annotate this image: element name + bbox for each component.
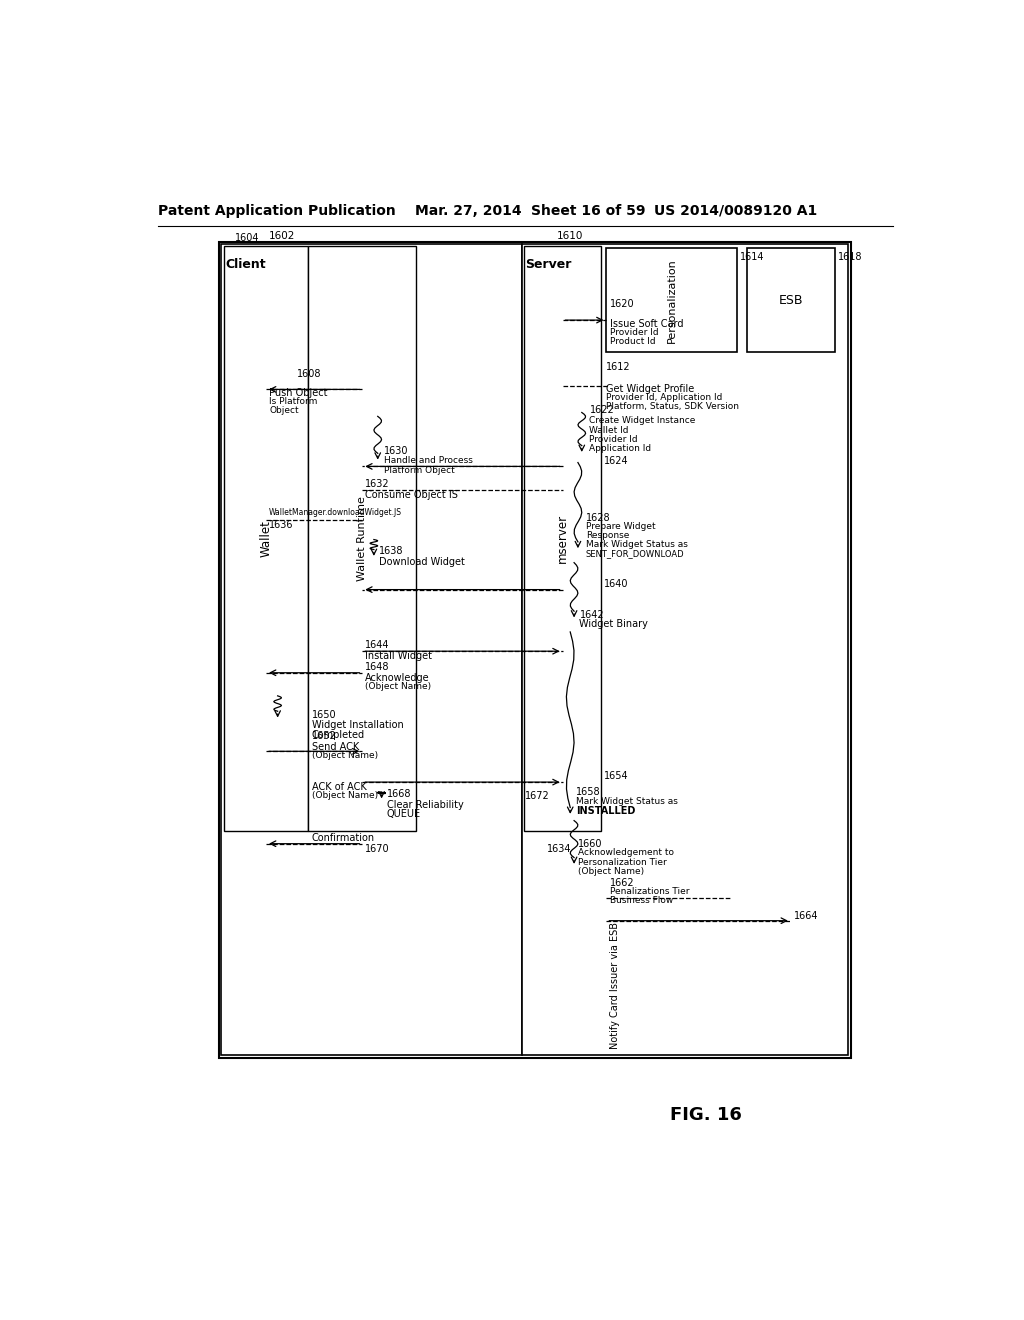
Text: Personalization: Personalization (667, 259, 677, 343)
Text: (Object Name): (Object Name) (366, 682, 431, 690)
Text: Server: Server (525, 257, 572, 271)
Text: 1620: 1620 (609, 298, 634, 309)
Text: Object: Object (269, 407, 299, 416)
Text: Acknowledgement to: Acknowledgement to (578, 849, 674, 857)
Text: 1630: 1630 (384, 446, 409, 455)
Text: 1668: 1668 (387, 789, 412, 799)
Text: Push Object: Push Object (269, 388, 328, 397)
Text: (Object Name): (Object Name) (311, 792, 378, 800)
Text: 1644: 1644 (366, 640, 390, 651)
Text: Widget Installation: Widget Installation (311, 721, 403, 730)
Bar (308, 246, 416, 832)
Bar (746, 248, 836, 352)
Text: Wallet Runtime: Wallet Runtime (357, 496, 368, 581)
Text: 1672: 1672 (524, 791, 550, 800)
Text: 1642: 1642 (580, 610, 604, 619)
Text: Platform Object: Platform Object (384, 466, 455, 475)
Text: Install Widget: Install Widget (366, 651, 432, 661)
Text: Product Id: Product Id (609, 337, 655, 346)
Text: Business Flow: Business Flow (609, 896, 673, 906)
Text: Acknowledge: Acknowledge (366, 673, 430, 682)
Text: Mark Widget Status as: Mark Widget Status as (586, 540, 687, 549)
Text: 1634: 1634 (547, 843, 571, 854)
Text: Confirmation: Confirmation (311, 833, 375, 843)
Text: Application Id: Application Id (590, 444, 651, 453)
Text: US 2014/0089120 A1: US 2014/0089120 A1 (654, 203, 817, 218)
Text: 1660: 1660 (578, 840, 602, 849)
Text: Prepare Widget: Prepare Widget (586, 521, 655, 531)
Text: 1662: 1662 (609, 878, 634, 887)
Text: 1664: 1664 (794, 911, 818, 921)
Text: 1622: 1622 (590, 405, 614, 414)
Text: Is Platform: Is Platform (269, 397, 317, 407)
Text: Issue Soft Card: Issue Soft Card (609, 318, 683, 329)
Bar (219, 242, 851, 1057)
Text: Widget Binary: Widget Binary (580, 619, 648, 628)
Text: Consume Object IS: Consume Object IS (366, 490, 459, 499)
Text: ACK of ACK: ACK of ACK (311, 781, 367, 792)
Text: FIG. 16: FIG. 16 (670, 1106, 741, 1123)
Text: (Object Name): (Object Name) (311, 751, 378, 760)
Text: Mark Widget Status as: Mark Widget Status as (577, 797, 678, 805)
Text: 1618: 1618 (839, 252, 862, 261)
Text: WalletManager.downloadWidget.JS: WalletManager.downloadWidget.JS (269, 508, 402, 517)
Text: Send ACK: Send ACK (311, 742, 358, 752)
Text: 1652: 1652 (311, 731, 336, 742)
Text: 1636: 1636 (269, 520, 294, 531)
Text: ESB: ESB (778, 294, 803, 308)
Text: Provider Id, Application Id: Provider Id, Application Id (605, 393, 722, 403)
Text: Get Widget Profile: Get Widget Profile (605, 384, 694, 393)
Text: 1624: 1624 (604, 455, 629, 466)
Text: QUEUE: QUEUE (387, 809, 421, 818)
Text: 1648: 1648 (366, 663, 390, 672)
Text: Provider Id: Provider Id (609, 327, 658, 337)
Text: Penalizations Tier: Penalizations Tier (609, 887, 689, 896)
Text: Patent Application Publication: Patent Application Publication (158, 203, 395, 218)
Text: Mar. 27, 2014: Mar. 27, 2014 (416, 203, 522, 218)
Text: Wallet Id: Wallet Id (590, 425, 629, 434)
Bar (521, 244, 848, 1056)
Bar (524, 246, 601, 832)
Text: Provider Id: Provider Id (590, 434, 638, 444)
Text: Wallet: Wallet (259, 520, 272, 557)
Text: Create Widget Instance: Create Widget Instance (590, 416, 696, 425)
Text: 1654: 1654 (604, 771, 629, 781)
Text: 1638: 1638 (379, 546, 403, 557)
Bar (221, 244, 521, 1056)
Bar (606, 248, 737, 352)
Text: 1670: 1670 (366, 843, 390, 854)
Text: SENT_FOR_DOWNLOAD: SENT_FOR_DOWNLOAD (586, 549, 684, 558)
Bar (223, 246, 308, 832)
Text: Download Widget: Download Widget (379, 557, 465, 568)
Text: Client: Client (225, 257, 266, 271)
Text: Personalization Tier: Personalization Tier (578, 858, 667, 866)
Text: 1628: 1628 (586, 512, 610, 523)
Text: 1612: 1612 (605, 363, 631, 372)
Text: Completed: Completed (311, 730, 365, 739)
Text: Clear Reliability: Clear Reliability (387, 800, 464, 809)
Text: 1604: 1604 (236, 234, 260, 243)
Text: INSTALLED: INSTALLED (577, 807, 636, 816)
Text: Platform, Status, SDK Version: Platform, Status, SDK Version (605, 403, 738, 412)
Text: Notify Card Issuer via ESB: Notify Card Issuer via ESB (609, 923, 620, 1049)
Text: 1614: 1614 (740, 252, 765, 261)
Text: Sheet 16 of 59: Sheet 16 of 59 (531, 203, 645, 218)
Text: Handle and Process: Handle and Process (384, 457, 473, 466)
Text: 1640: 1640 (604, 579, 629, 589)
Text: 1610: 1610 (556, 231, 583, 240)
Text: mserver: mserver (556, 515, 569, 564)
Text: 1608: 1608 (297, 370, 322, 379)
Text: 1602: 1602 (269, 231, 296, 240)
Text: (Object Name): (Object Name) (578, 867, 644, 875)
Text: Response: Response (586, 531, 629, 540)
Text: 1650: 1650 (311, 710, 336, 719)
Text: 1658: 1658 (577, 788, 601, 797)
Text: 1632: 1632 (366, 479, 390, 488)
